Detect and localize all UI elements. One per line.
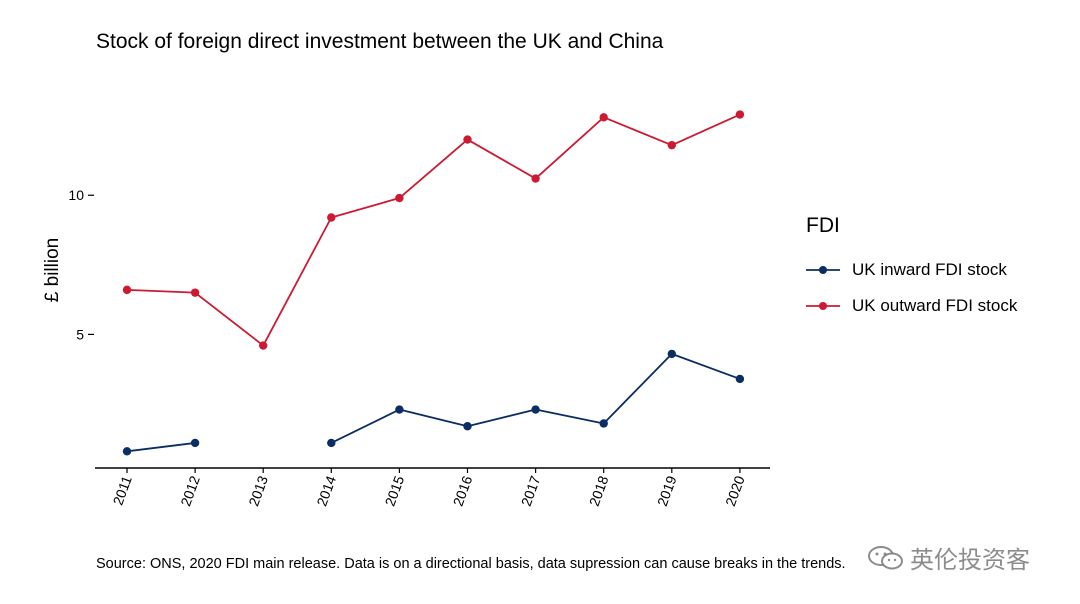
x-tick-label-2017: 2017: [518, 473, 544, 508]
point-outward-2016: [463, 135, 472, 144]
legend-title: FDI: [806, 214, 840, 237]
point-outward-2012: [190, 288, 200, 297]
legend-key-inward: [806, 266, 840, 274]
y-tick-label-5: 5: [76, 326, 84, 342]
point-outward-2014: [327, 213, 336, 222]
point-inward-2015: [395, 405, 404, 414]
point-outward-2011: [122, 285, 132, 295]
point-inward-2017: [531, 405, 540, 414]
x-tick-label-2013: 2013: [245, 473, 271, 508]
legend: FDI UK inward FDI stock UK outward FDI s…: [806, 214, 1017, 324]
x-tick-label-2019: 2019: [654, 473, 680, 508]
watermark: 英伦投资客: [866, 540, 1030, 575]
x-tick-label-2011: 2011: [109, 473, 134, 507]
x-tick-label-2014: 2014: [313, 473, 339, 508]
series-line-inward-0: [126, 442, 196, 453]
point-outward-2020: [735, 110, 745, 119]
point-inward-2012: [190, 438, 200, 448]
legend-item-outward: UK outward FDI stock: [806, 288, 1017, 324]
y-axis-label: £ billion: [42, 238, 63, 302]
legend-item-inward: UK inward FDI stock: [806, 252, 1017, 288]
x-tick-label-2012: 2012: [177, 473, 203, 508]
point-inward-2014: [327, 438, 336, 448]
point-outward-2015: [395, 193, 404, 203]
point-outward-2018: [599, 113, 608, 122]
watermark-text: 英伦投资客: [910, 546, 1030, 574]
series-line-outward-0: [126, 113, 741, 347]
point-outward-2013: [259, 341, 268, 350]
point-inward-2019: [667, 349, 676, 359]
chart-title: Stock of foreign direct investment betwe…: [96, 30, 664, 53]
x-tick-label-2018: 2018: [586, 473, 612, 508]
y-tick-label-10: 10: [68, 187, 84, 203]
legend-key-outward: [806, 302, 840, 310]
series-line-inward-1: [330, 352, 741, 444]
legend-label-outward: UK outward FDI stock: [852, 296, 1018, 315]
source-note: Source: ONS, 2020 FDI main release. Data…: [96, 556, 846, 572]
point-inward-2018: [599, 419, 608, 428]
x-tick-label-2020: 2020: [722, 473, 748, 508]
legend-label-inward: UK inward FDI stock: [852, 260, 1007, 279]
wechat-icon: [868, 545, 903, 569]
point-outward-2019: [667, 140, 676, 150]
point-inward-2016: [463, 422, 472, 431]
point-inward-2020: [735, 374, 745, 384]
x-tick-label-2015: 2015: [382, 473, 408, 508]
point-inward-2011: [122, 447, 132, 456]
point-outward-2017: [531, 174, 540, 183]
x-tick-label-2016: 2016: [450, 473, 476, 508]
